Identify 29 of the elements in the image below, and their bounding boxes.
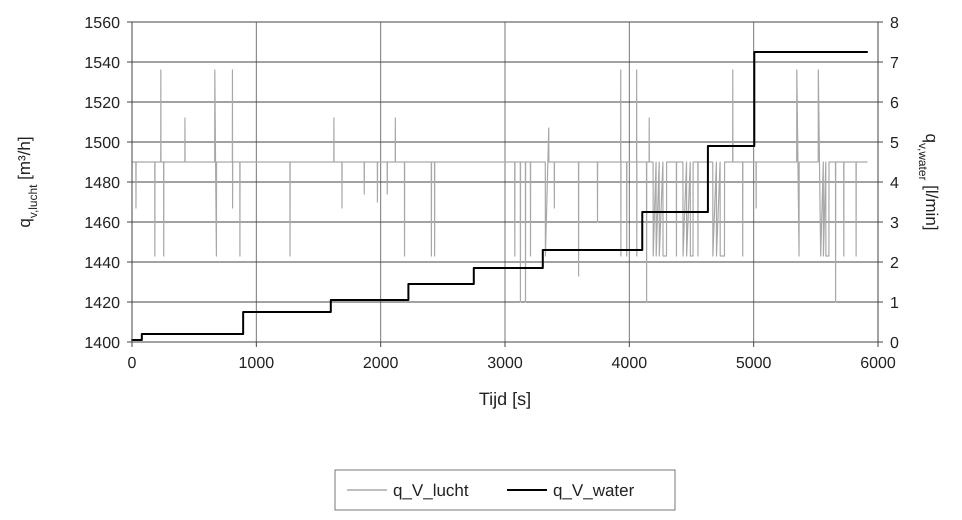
y-tick-label: 1460 — [84, 215, 120, 232]
x-tick-label: 1000 — [238, 355, 274, 372]
y2-tick-label: 1 — [890, 295, 899, 312]
y2-tick-label: 7 — [890, 55, 899, 72]
legend-label: q_V_lucht — [393, 481, 469, 500]
y2-tick-label: 4 — [890, 175, 899, 192]
legend-label: q_V_water — [553, 481, 635, 500]
x-tick-label: 5000 — [736, 355, 772, 372]
y-tick-label: 1400 — [84, 335, 120, 352]
x-tick-label: 3000 — [487, 355, 523, 372]
y-tick-label: 1520 — [84, 95, 120, 112]
y-tick-label: 1500 — [84, 135, 120, 152]
y-tick-label: 1560 — [84, 15, 120, 32]
x-axis-title: Tijd [s] — [478, 389, 532, 409]
y2-tick-label: 6 — [890, 95, 899, 112]
y-tick-label: 1540 — [84, 55, 120, 72]
x-tick-label: 6000 — [860, 355, 896, 372]
y2-tick-label: 5 — [890, 135, 899, 152]
y2-tick-label: 2 — [890, 255, 899, 272]
line-series — [131, 69, 868, 303]
x-tick-label: 2000 — [362, 355, 399, 372]
x-tick-label: 4000 — [612, 355, 648, 372]
y2-tick-label: 8 — [890, 15, 899, 32]
y2-tick-label: 3 — [890, 215, 899, 232]
y-tick-label: 1420 — [84, 295, 120, 312]
x-tick-label: 0 — [128, 355, 137, 372]
y2-tick-label: 0 — [890, 335, 899, 352]
y-tick-label: 1440 — [84, 255, 120, 272]
y-tick-label: 1480 — [84, 175, 120, 192]
